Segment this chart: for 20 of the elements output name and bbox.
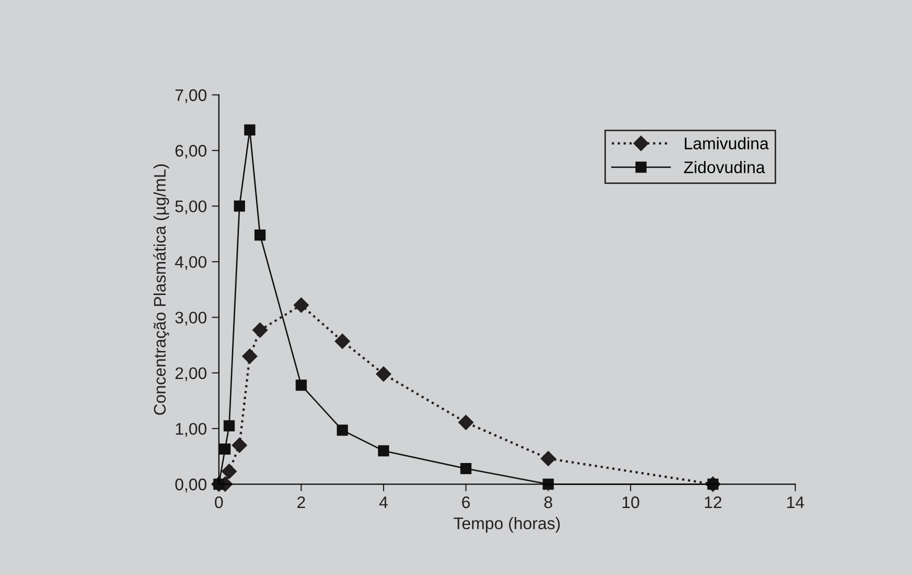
x-tick-label: 12 (704, 496, 722, 508)
y-tick-label: 5,00 (175, 200, 206, 214)
y-tick-label: 7,00 (175, 89, 206, 104)
y-tick-label: 0,00 (175, 478, 206, 492)
x-axis-title: Tempo (horas) (454, 517, 560, 533)
x-tick-label: 14 (787, 496, 804, 508)
y-tick-label: 6,00 (175, 144, 206, 159)
x-tick-label: 0 (214, 496, 223, 508)
x-tick-label: 8 (544, 496, 552, 508)
legend-label: Lamivudina (684, 137, 769, 150)
y-tick-label: 3,00 (175, 312, 206, 326)
x-tick-label: 10 (622, 496, 640, 508)
y-axis-title: Concentração Plasmática (µg/mL) (153, 164, 170, 415)
legend-label: Zidovudina (684, 160, 766, 174)
y-tick-label: 4,00 (175, 256, 206, 270)
x-tick-label: 6 (462, 496, 470, 508)
x-tick-label: 4 (379, 496, 388, 508)
y-tick-label: 1,00 (176, 422, 206, 437)
x-tick-label: 2 (297, 496, 306, 508)
y-tick-label: 2,00 (175, 367, 206, 382)
